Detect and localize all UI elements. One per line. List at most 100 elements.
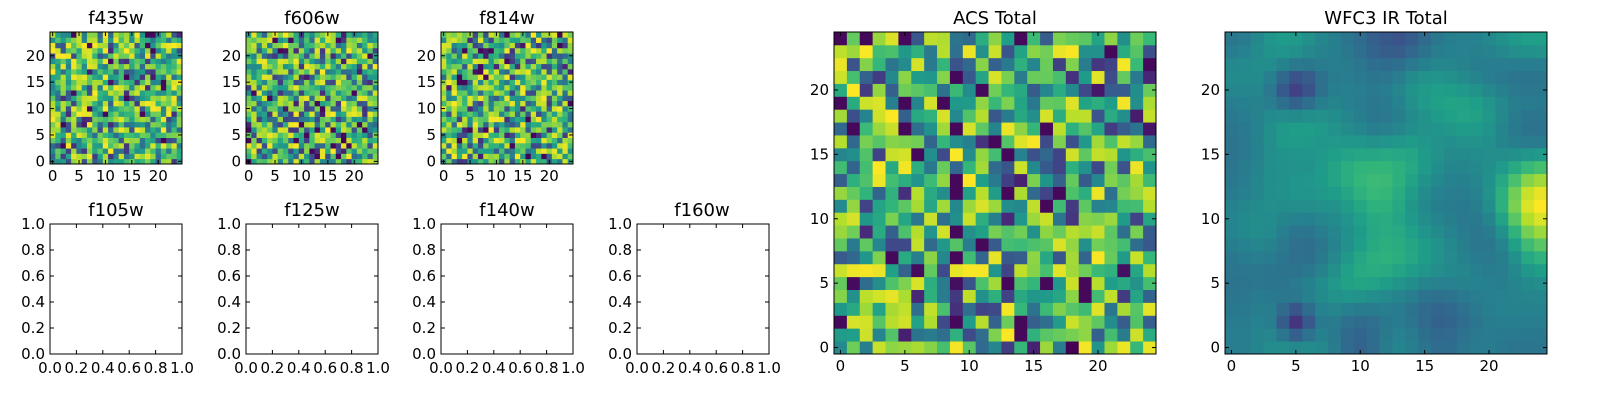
heatmap-cell-f814w	[509, 79, 516, 86]
heatmap-cell-wfc3-ir-total	[1366, 302, 1380, 316]
heatmap-cell-f435w	[145, 68, 151, 75]
heatmap-cell-f606w	[272, 84, 279, 91]
heatmap-cell-acs-total	[1052, 225, 1067, 239]
heatmap-cell-wfc3-ir-total	[1353, 57, 1368, 72]
heatmap-cell-f606w	[277, 63, 284, 70]
heatmap-cell-acs-total	[949, 341, 964, 355]
heatmap-cell-f435w	[155, 37, 162, 43]
heatmap-cell-wfc3-ir-total	[1263, 289, 1277, 303]
heatmap-cell-f606w	[335, 68, 342, 75]
heatmap-cell-f606w	[335, 158, 342, 165]
heatmap-cell-acs-total	[962, 250, 977, 265]
heatmap-cell-acs-total	[924, 289, 938, 303]
heatmap-cell-f814w	[530, 111, 537, 117]
heatmap-cell-f435w	[139, 153, 146, 160]
heatmap-cell-f435w	[118, 58, 125, 65]
heatmap-cell-f435w	[160, 74, 167, 80]
heatmap-cell-f814w	[536, 95, 542, 102]
heatmap-cell-wfc3-ir-total	[1302, 199, 1316, 213]
heatmap-cell-wfc3-ir-total	[1431, 96, 1445, 110]
y-tick-label: 5	[35, 126, 45, 144]
heatmap-cell-wfc3-ir-total	[1289, 289, 1303, 303]
heatmap-cell-acs-total	[949, 160, 964, 175]
heatmap-cell-wfc3-ir-total	[1456, 135, 1471, 149]
heatmap-cell-acs-total	[1078, 57, 1092, 72]
heatmap-cell-f814w	[483, 37, 489, 43]
heatmap-cell-f606w	[272, 37, 279, 43]
heatmap-cell-wfc3-ir-total	[1315, 173, 1329, 187]
heatmap-cell-f814w	[462, 79, 468, 86]
heatmap-cell-f435w	[155, 79, 162, 86]
heatmap-cell-acs-total	[975, 238, 989, 252]
heatmap-cell-f606w	[246, 90, 252, 96]
heatmap-cell-f606w	[367, 111, 374, 117]
heatmap-cell-f606w	[288, 111, 294, 117]
heatmap-cell-f435w	[118, 158, 125, 165]
heatmap-cell-acs-total	[937, 238, 951, 252]
heatmap-cell-wfc3-ir-total	[1392, 302, 1406, 316]
heatmap-cell-f814w	[451, 79, 458, 86]
heatmap-cell-f814w	[504, 100, 511, 107]
heatmap-cell-f606w	[330, 68, 337, 75]
heatmap-cell-acs-total	[1130, 250, 1144, 265]
heatmap-cell-wfc3-ir-total	[1379, 250, 1393, 265]
heatmap-cell-f814w	[551, 68, 558, 75]
heatmap-cell-wfc3-ir-total	[1534, 341, 1548, 355]
heatmap-cell-acs-total	[885, 147, 899, 162]
heatmap-cell-f435w	[176, 74, 183, 80]
heatmap-cell-f606w	[272, 74, 279, 80]
heatmap-cell-wfc3-ir-total	[1418, 328, 1432, 342]
heatmap-cell-f606w	[341, 90, 347, 96]
heatmap-cell-f814w	[509, 116, 516, 123]
heatmap-cell-f435w	[160, 32, 167, 38]
heatmap-cell-wfc3-ir-total	[1521, 302, 1535, 316]
heatmap-cell-wfc3-ir-total	[1328, 147, 1342, 162]
heatmap-cell-wfc3-ir-total	[1469, 96, 1483, 110]
heatmap-cell-f435w	[71, 74, 77, 80]
heatmap-cell-f606w	[261, 68, 268, 75]
heatmap-cell-f606w	[362, 105, 368, 112]
heatmap-cell-wfc3-ir-total	[1328, 70, 1342, 84]
heatmap-cell-f606w	[304, 42, 310, 49]
heatmap-cell-acs-total	[1091, 328, 1105, 342]
heatmap-cell-wfc3-ir-total	[1302, 328, 1316, 342]
heatmap-cell-f814w	[477, 121, 484, 128]
heatmap-cell-acs-total	[1065, 250, 1080, 265]
heatmap-cell-acs-total	[1104, 57, 1118, 72]
heatmap-cell-f814w	[488, 47, 495, 54]
heatmap-cell-wfc3-ir-total	[1250, 186, 1265, 200]
heatmap-cell-acs-total	[1040, 83, 1054, 97]
heatmap-cell-wfc3-ir-total	[1443, 44, 1458, 59]
heatmap-cell-f435w	[113, 137, 120, 144]
heatmap-cell-acs-total	[911, 160, 925, 175]
heatmap-cell-acs-total	[1001, 315, 1015, 329]
heatmap-cell-f606w	[282, 142, 289, 149]
heatmap-cell-wfc3-ir-total	[1405, 70, 1419, 84]
heatmap-cell-f435w	[76, 47, 83, 54]
heatmap-cell-wfc3-ir-total	[1418, 186, 1432, 200]
heatmap-cell-f435w	[65, 111, 72, 117]
y-tick-label: 0.0	[21, 345, 45, 363]
heatmap-cell-f435w	[60, 63, 67, 70]
heatmap-cell-wfc3-ir-total	[1379, 199, 1393, 213]
heatmap-cell-acs-total	[846, 160, 861, 175]
heatmap-cell-wfc3-ir-total	[1405, 32, 1419, 46]
heatmap-cell-wfc3-ir-total	[1431, 57, 1445, 72]
heatmap-cell-f814w	[451, 90, 458, 96]
heatmap-cell-acs-total	[1078, 276, 1092, 290]
heatmap-cell-acs-total	[1065, 160, 1080, 175]
heatmap-cell-acs-total	[1143, 341, 1157, 355]
heatmap-cell-acs-total	[962, 83, 977, 97]
heatmap-cell-wfc3-ir-total	[1521, 57, 1535, 72]
heatmap-cell-f814w	[551, 127, 558, 133]
panel-title-f125w: f125w	[284, 200, 339, 221]
heatmap-cell-wfc3-ir-total	[1315, 160, 1329, 175]
heatmap-cell-f606w	[288, 63, 294, 70]
heatmap-cell-acs-total	[1052, 147, 1067, 162]
heatmap-cell-f814w	[462, 100, 468, 107]
heatmap-cell-f606w	[267, 90, 273, 96]
heatmap-cell-f606w	[256, 84, 263, 91]
heatmap-cell-f606w	[282, 63, 289, 70]
heatmap-cell-acs-total	[1117, 44, 1131, 59]
heatmap-cell-wfc3-ir-total	[1456, 109, 1471, 123]
